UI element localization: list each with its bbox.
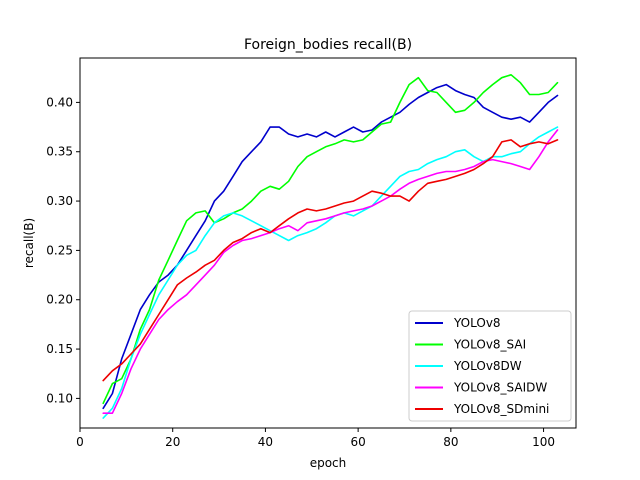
x-tick-label: 80 <box>443 435 458 449</box>
x-tick-label: 20 <box>165 435 180 449</box>
y-tick-label: 0.15 <box>46 342 73 356</box>
legend-label: YOLOv8DW <box>453 359 522 373</box>
x-tick-label: 60 <box>350 435 365 449</box>
plot-lines <box>102 74 559 419</box>
x-tick-label: 100 <box>532 435 555 449</box>
legend-box <box>408 310 572 422</box>
plot-frame <box>79 57 577 429</box>
x-axis-label: epoch <box>310 456 347 470</box>
y-axis: 0.10 0.15 0.20 0.25 0.30 0.35 0.40 <box>46 95 80 405</box>
chart-title: Foreign_bodies recall(B) <box>244 37 412 53</box>
series-line-yolov8-sdmini <box>102 139 559 382</box>
x-tick-label: 40 <box>258 435 273 449</box>
y-axis-label: recall(B) <box>22 218 36 268</box>
series-line-yolov8-sai <box>102 74 559 405</box>
legend: YOLOv8 YOLOv8_SAI YOLOv8DW YOLOv8_SAIDW YOLO… <box>408 310 572 422</box>
series-line-yolov8-saidw <box>102 129 559 415</box>
y-tick-label: 0.25 <box>46 243 73 257</box>
x-axis: 0 20 40 60 80 100 <box>76 428 555 449</box>
y-tick-label: 0.35 <box>46 145 73 159</box>
y-tick-label: 0.10 <box>46 391 73 405</box>
x-tick-label: 0 <box>76 435 84 449</box>
legend-label: YOLOv8_SAI <box>453 338 526 352</box>
series-line-yolov8dw <box>102 126 559 419</box>
y-tick-label: 0.40 <box>46 95 73 109</box>
y-tick-label: 0.20 <box>46 293 73 307</box>
legend-label: YOLOv8_SDmini <box>453 402 549 416</box>
y-tick-label: 0.30 <box>46 194 73 208</box>
legend-label: YOLOv8 <box>453 316 501 330</box>
legend-label: YOLOv8_SAIDW <box>453 381 547 395</box>
